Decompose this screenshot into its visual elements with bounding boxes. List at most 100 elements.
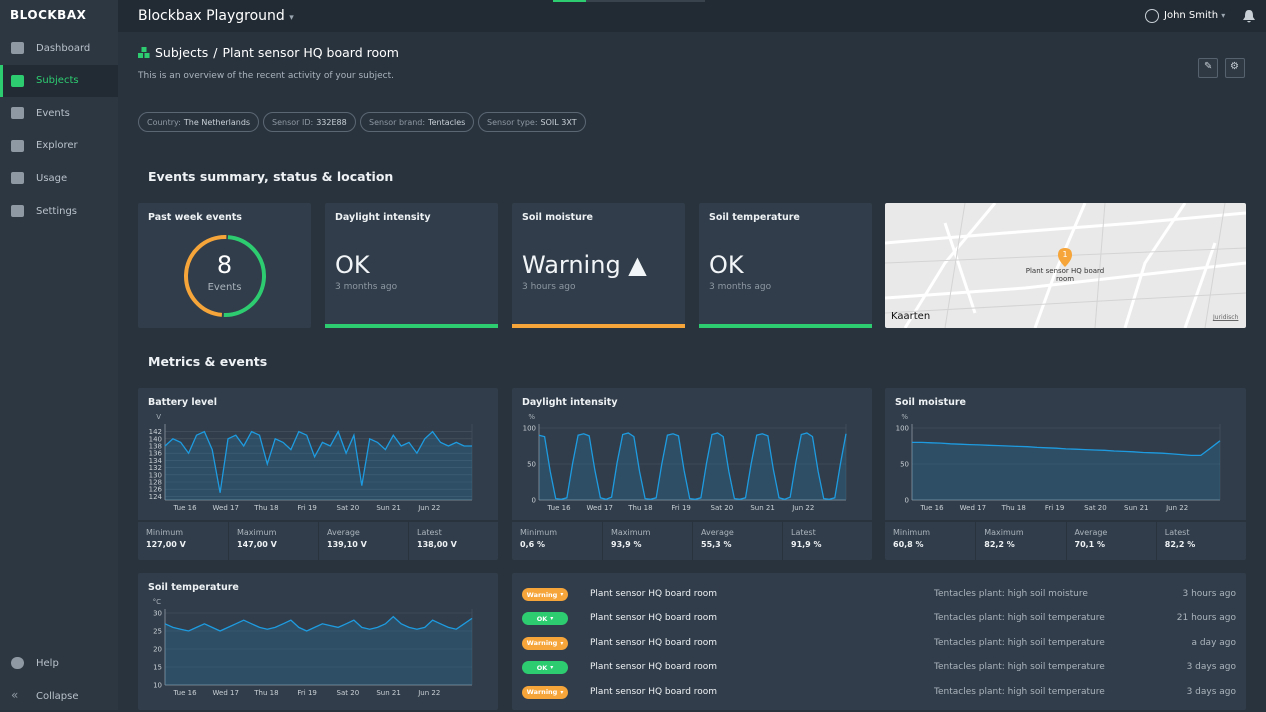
logo[interactable]: BLOCKBAX (10, 8, 87, 22)
x-tick-label: Sat 20 (711, 504, 734, 512)
nav-label: Usage (36, 172, 68, 184)
status-state: OK (335, 251, 370, 279)
y-axis-unit: % (901, 413, 908, 421)
y-tick-label: 128 (149, 479, 162, 487)
area (539, 433, 846, 500)
edit-button[interactable]: ✎ (1198, 58, 1218, 78)
nav-icon (11, 205, 24, 217)
nav-item[interactable]: Events (0, 97, 118, 129)
nav-item[interactable]: Dashboard (0, 32, 118, 64)
stat-divider (138, 520, 498, 522)
event-row[interactable]: OK ▾ Plant sensor HQ board room Tentacles p… (512, 661, 1246, 675)
event-row[interactable]: Warning ▾ Plant sensor HQ board room Tentac… (512, 685, 1246, 700)
stat: Maximum 82,2 % (975, 522, 1065, 560)
card-title: Daylight intensity (522, 397, 618, 408)
nav-item[interactable]: Subjects (0, 64, 118, 97)
y-tick-label: 124 (149, 493, 163, 501)
line-chart: °C 10 15 20 25 30 Tue 16 Wed 17 Thu 18 Fri 19 Sat … (153, 598, 473, 697)
section-title: Events summary, status & location (148, 169, 394, 184)
nav-item[interactable]: Explorer (0, 130, 118, 162)
property-pill: Sensor type: SOIL 3XT (478, 112, 586, 132)
y-axis-unit: V (156, 413, 161, 421)
status-badge: OK ▾ (522, 612, 568, 626)
stat-value: 55,3 % (701, 540, 732, 549)
property-value: The Netherlands (183, 117, 251, 127)
map-marker[interactable]: 1 (1062, 250, 1068, 259)
property-pill: Country: The Netherlands (138, 112, 260, 132)
stat-label: Maximum (611, 528, 651, 537)
stat-label: Latest (791, 528, 816, 537)
x-tick-label: Jun 22 (417, 504, 440, 512)
card-title: Soil temperature (148, 582, 239, 593)
x-tick-label: Thu 18 (1001, 504, 1026, 512)
stat-value: 147,00 V (237, 540, 277, 549)
status-state: OK (709, 251, 744, 279)
status-state: Warning ▲ (522, 251, 647, 279)
breadcrumb-link[interactable]: Subjects (155, 45, 209, 60)
map[interactable]: 1 Plant sensor HQ board room Kaarten Jur… (885, 203, 1246, 328)
y-axis-unit: °C (153, 598, 162, 606)
settings-button[interactable]: ⚙ (1225, 58, 1245, 78)
help-label: Help (36, 657, 59, 669)
user-name: John Smith (1164, 10, 1219, 21)
status-card: Soil temperature OK 3 months ago (699, 203, 872, 328)
stat: Latest 91,9 % (782, 522, 872, 560)
x-tick-label: Tue 16 (172, 689, 197, 697)
x-tick-label: Wed 17 (213, 504, 239, 512)
property-key: Sensor ID: (272, 117, 314, 127)
property-pill: Sensor brand: Tentacles (360, 112, 475, 132)
stat-value: 0,6 % (520, 540, 545, 549)
stat-label: Latest (1164, 528, 1190, 537)
status-badge-label: OK (536, 663, 548, 672)
x-tick-label: Sat 20 (337, 504, 360, 512)
stat-value: 127,00 V (146, 540, 186, 549)
x-tick-label: Wed 17 (213, 689, 239, 697)
area (912, 440, 1220, 500)
event-row[interactable]: Warning ▾ Plant sensor HQ board room Tentac… (512, 636, 1246, 651)
status-badge: Warning ▾ (522, 636, 568, 650)
y-tick-label: 126 (149, 486, 163, 494)
card-title: Soil moisture (522, 212, 593, 223)
nav-item[interactable]: Usage (0, 162, 118, 194)
property-value: SOIL 3XT (540, 117, 577, 127)
event-time: 3 days ago (1186, 686, 1236, 697)
avatar[interactable] (1145, 9, 1159, 23)
x-tick-label: Sun 21 (1124, 504, 1148, 512)
x-tick-label: Thu 18 (253, 504, 278, 512)
user-menu[interactable]: John Smith ▾ (1164, 10, 1226, 21)
event-row[interactable]: OK ▾ Plant sensor HQ board room Tentacles p… (512, 612, 1246, 626)
progress (553, 0, 705, 2)
stat-label: Latest (417, 528, 442, 537)
notifications[interactable] (1242, 9, 1256, 24)
x-tick-label: Fri 19 (1045, 504, 1064, 512)
nav-item[interactable]: Settings (0, 195, 118, 227)
stat: Latest 138,00 V (408, 522, 498, 560)
line (164, 615, 473, 632)
status-bar (699, 324, 872, 328)
status-badge-arrow: ▾ (550, 615, 554, 623)
breadcrumb-separator: / (213, 45, 218, 60)
map-legal[interactable]: Juridisch (1213, 314, 1239, 321)
collapse[interactable]: «Collapse (11, 688, 79, 702)
line-chart: % 0 50 100 Tue 16 Wed 17 Thu 18 Fri 19 Sat 20 Sun… (896, 413, 1221, 512)
line (538, 432, 847, 500)
property-key: Sensor brand: (369, 117, 426, 127)
event-row[interactable]: Warning ▾ Plant sensor HQ board room Tentac… (512, 588, 1246, 602)
property-key: Sensor type: (487, 117, 538, 127)
donut (184, 235, 266, 317)
y-tick-label: 0 (532, 497, 536, 505)
stat-divider (512, 520, 872, 522)
y-tick-label: 50 (900, 461, 909, 469)
x-tick-label: Fri 19 (671, 504, 690, 512)
help[interactable]: Help (0, 647, 118, 679)
collapse-label: Collapse (36, 690, 79, 702)
project-selector[interactable]: Blockbax Playground ▾ (138, 8, 294, 24)
status-badge-arrow: ▾ (560, 591, 564, 598)
stat-value: 93,9 % (611, 540, 642, 549)
donut-segment (184, 235, 266, 317)
x-tick-label: Sat 20 (1084, 504, 1107, 512)
y-axis-unit: % (528, 413, 535, 421)
event-subject: Plant sensor HQ board room (590, 637, 718, 648)
x-tick-label: Thu 18 (253, 689, 278, 697)
section-title: Metrics & events (148, 354, 268, 369)
